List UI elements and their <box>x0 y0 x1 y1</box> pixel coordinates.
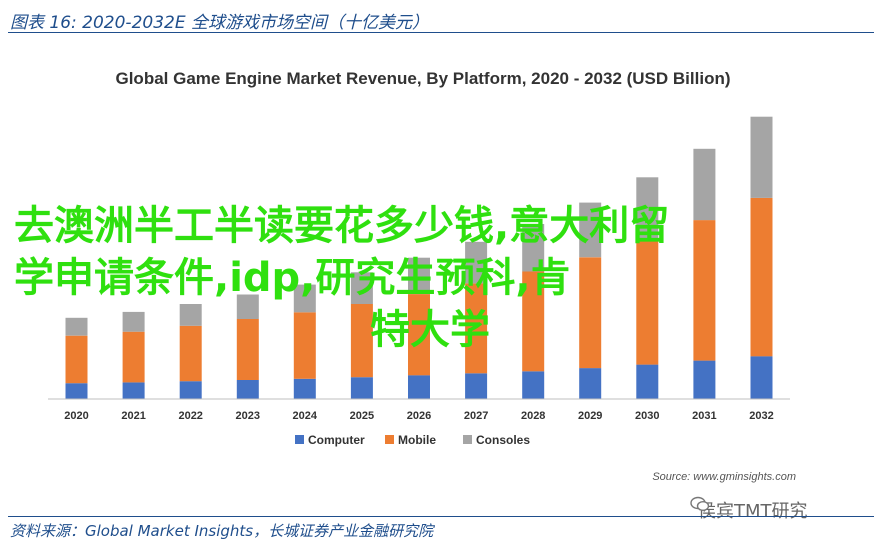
bar-mobile-2020 <box>65 335 88 384</box>
source-note: 资料来源：Global Market Insights，长城证券产业金融研究院 <box>10 522 434 540</box>
watermark-text: 侯宾TMT研究 <box>698 501 808 522</box>
bar-consoles-2026 <box>408 257 430 295</box>
bar-mobile-2032 <box>750 197 773 357</box>
legend-label-computer: Computer <box>308 433 365 447</box>
bar-consoles-2025 <box>350 272 373 304</box>
bar-mobile-2026 <box>408 294 430 376</box>
chart-title: Global Game Engine Market Revenue, By Pl… <box>115 69 730 88</box>
overlay-line-3: 特大学 <box>370 307 490 353</box>
bar-consoles-2031 <box>693 148 716 221</box>
bar-computer-2032 <box>750 356 773 399</box>
bar-mobile-2031 <box>693 220 716 361</box>
bar-mobile-2022 <box>179 325 202 382</box>
figure-footer: 资料来源：Global Market Insights，长城证券产业金融研究院 <box>8 516 874 540</box>
x-tick-label: 2032 <box>749 410 773 422</box>
bar-computer-2025 <box>350 377 373 399</box>
bar-consoles-2022 <box>179 304 202 326</box>
bar-consoles-2029 <box>579 202 602 258</box>
bar-mobile-2025 <box>350 304 373 378</box>
figure-header: 图表 16: 2020-2032E 全球游戏市场空间（十亿美元） <box>8 6 874 33</box>
overlay-line-1: 去澳洲半工半读要花多少钱,意大利留 <box>14 203 670 249</box>
legend-swatch-computer <box>295 435 304 444</box>
chart-svg: Global Game Engine Market Revenue, By Pl… <box>48 69 796 483</box>
bar-consoles-2030 <box>636 177 659 240</box>
x-tick-label: 2021 <box>121 410 145 422</box>
legend-swatch-consoles <box>463 435 472 444</box>
bar-computer-2023 <box>236 380 259 399</box>
chart-area: Global Game Engine Market Revenue, By Pl… <box>8 34 874 514</box>
bar-computer-2028 <box>522 371 545 399</box>
x-tick-label: 2028 <box>521 410 545 422</box>
bar-mobile-2030 <box>636 239 659 365</box>
bar-consoles-2023 <box>236 294 259 319</box>
legend: Computer Mobile Consoles <box>295 433 530 447</box>
x-tick-label: 2022 <box>178 410 202 422</box>
bar-computer-2031 <box>693 360 716 399</box>
bar-computer-2022 <box>179 381 202 399</box>
bar-computer-2029 <box>579 368 602 399</box>
overlay-text[interactable]: 去澳洲半工半读要花多少钱,意大利留 学申请条件,idp,研究生预科,肯 特大学 <box>0 200 889 356</box>
legend-swatch-mobile <box>385 435 394 444</box>
legend-label-mobile: Mobile <box>398 433 436 447</box>
bar-mobile-2029 <box>579 257 602 369</box>
chart-source: Source: www.gminsights.com <box>652 471 796 483</box>
x-tick-label: 2026 <box>407 410 431 422</box>
x-tick-label: 2029 <box>578 410 602 422</box>
bar-consoles-2024 <box>293 284 316 313</box>
bar-consoles-2021 <box>122 311 145 332</box>
x-tick-label: 2020 <box>64 410 88 422</box>
bar-consoles-2027 <box>465 241 488 284</box>
bar-computer-2024 <box>293 378 316 399</box>
bar-computer-2020 <box>65 383 88 399</box>
x-tick-label: 2027 <box>464 410 488 422</box>
x-tick-label: 2025 <box>350 410 374 422</box>
figure-title: 图表 16: 2020-2032E 全球游戏市场空间（十亿美元） <box>10 13 429 33</box>
bar-computer-2027 <box>465 373 488 399</box>
bar-mobile-2027 <box>465 283 488 374</box>
bar-consoles-2020 <box>65 317 88 336</box>
bar-computer-2030 <box>636 364 659 399</box>
x-tick-label: 2030 <box>635 410 659 422</box>
x-tick-label: 2023 <box>236 410 260 422</box>
bar-mobile-2024 <box>293 312 316 379</box>
bar-consoles-2032 <box>750 116 773 198</box>
bar-mobile-2023 <box>236 319 259 380</box>
bar-mobile-2021 <box>122 331 145 383</box>
bar-mobile-2028 <box>522 271 545 372</box>
x-tick-label: 2031 <box>692 410 716 422</box>
bar-consoles-2028 <box>522 224 545 272</box>
x-tick-label: 2024 <box>293 410 318 422</box>
legend-label-consoles: Consoles <box>476 433 530 447</box>
bar-computer-2026 <box>408 375 430 399</box>
watermark: 侯宾TMT研究 <box>690 496 812 524</box>
overlay-line-2: 学申请条件,idp,研究生预科,肯 <box>14 255 571 301</box>
bar-computer-2021 <box>122 382 145 399</box>
